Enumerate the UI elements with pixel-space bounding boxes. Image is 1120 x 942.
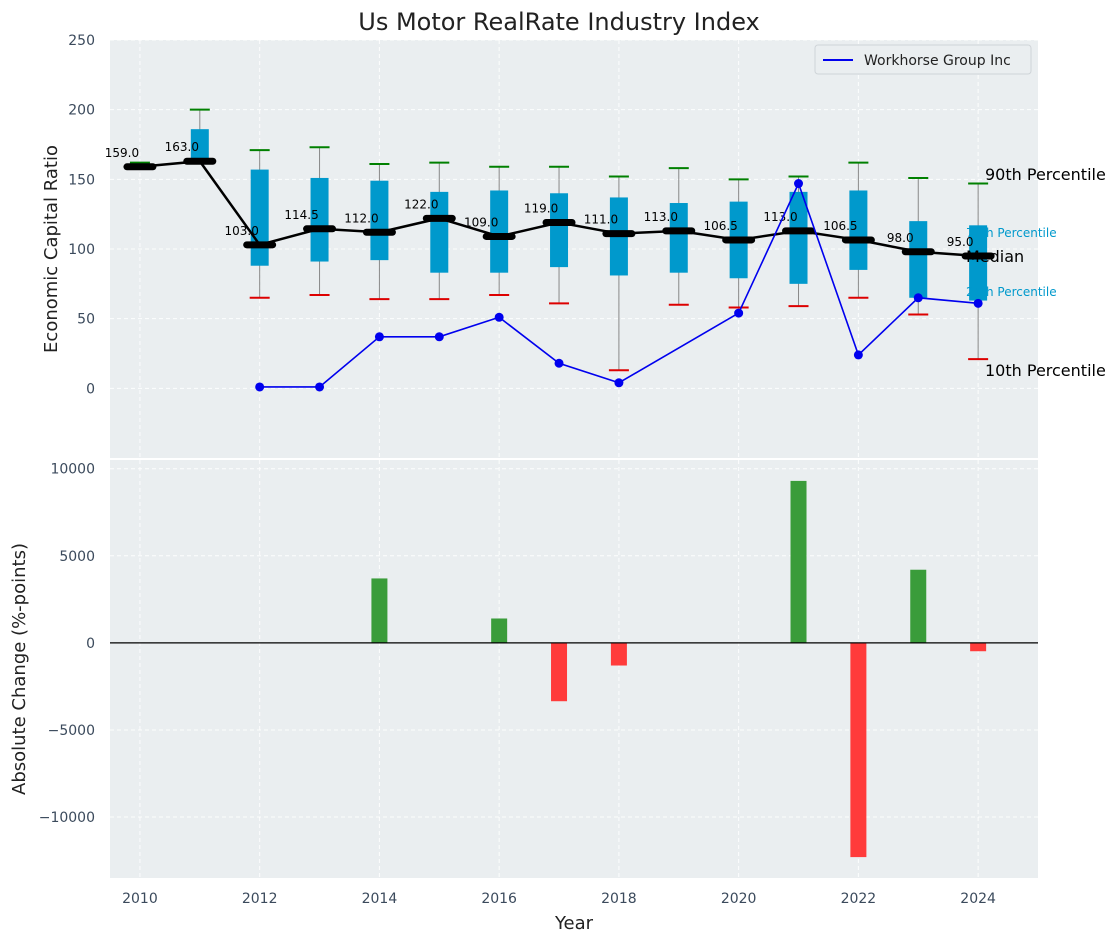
x-tick-label: 2018 — [601, 891, 637, 907]
company-point — [614, 378, 624, 388]
iqr-box — [250, 169, 269, 266]
annotation-median: Median — [966, 247, 1024, 266]
median-value-label: 113.0 — [763, 210, 797, 224]
iqr-box — [909, 221, 928, 298]
x-axis-title: Year — [554, 913, 594, 934]
company-point — [913, 293, 923, 303]
iqr-box — [550, 193, 569, 268]
change-bar — [790, 480, 807, 643]
legend-box — [814, 44, 1032, 75]
iqr-box — [310, 177, 329, 262]
median-value-label: 109.0 — [464, 215, 498, 229]
change-bar — [551, 642, 568, 702]
top-y-tick-label: 50 — [77, 312, 95, 328]
annotation-75th-percentile: 75th Percentile — [966, 226, 1057, 240]
median-value-label: 95.0 — [947, 235, 974, 249]
bottom-y-tick-label: −10000 — [39, 810, 95, 826]
iqr-box — [969, 225, 988, 301]
top-y-axis-title: Economic Capital Ratio — [41, 145, 62, 353]
bottom-y-tick-label: 5000 — [59, 549, 95, 565]
median-value-label: 119.0 — [524, 202, 558, 216]
median-value-label: 103.0 — [224, 224, 258, 238]
bottom-y-tick-label: −5000 — [48, 723, 95, 739]
x-tick-label: 2020 — [721, 891, 757, 907]
median-value-label: 159.0 — [105, 146, 139, 160]
iqr-box — [190, 129, 209, 163]
annotation-25th-percentile: 25th Percentile — [966, 285, 1057, 299]
iqr-box — [669, 203, 688, 273]
percentile-boxes — [129, 108, 989, 372]
bottom-y-tick-label: 10000 — [50, 462, 95, 478]
top-y-tick-label: 100 — [68, 242, 95, 258]
bottom-y-axis-title: Absolute Change (%-points) — [9, 543, 30, 795]
company-point — [494, 312, 504, 322]
company-line — [259, 181, 979, 388]
change-bar — [371, 578, 388, 643]
company-point — [255, 382, 265, 392]
bottom-y-tick-label: 0 — [86, 636, 95, 652]
percentile-annotations: 90th Percentile 75th Percentile Median 2… — [966, 165, 1106, 380]
x-tick-label: 2010 — [122, 891, 158, 907]
median-value-label: 122.0 — [404, 197, 438, 211]
company-point — [315, 382, 325, 392]
x-tick-label: 2012 — [242, 891, 278, 907]
change-bars — [371, 480, 987, 858]
top-y-tick-label: 200 — [68, 103, 95, 119]
chart-title: Us Motor RealRate Industry Index — [358, 8, 760, 36]
company-point — [374, 332, 384, 342]
x-tick-label: 2016 — [481, 891, 517, 907]
annotation-90th-percentile: 90th Percentile — [985, 165, 1106, 184]
x-tick-label: 2024 — [960, 891, 996, 907]
legend: Workhorse Group Inc — [814, 44, 1032, 75]
x-tick-label: 2022 — [841, 891, 877, 907]
change-bar — [491, 618, 508, 643]
median-value-label: 113.0 — [644, 210, 678, 224]
legend-label: Workhorse Group Inc — [864, 53, 1011, 69]
x-ticks: 2010 2012 2014 2016 2018 2020 2022 2024 — [122, 891, 996, 907]
median-value-label: 98.0 — [887, 231, 914, 245]
company-point — [853, 350, 863, 360]
company-series — [255, 179, 983, 392]
median-value-label: 114.5 — [284, 208, 318, 222]
iqr-box — [490, 190, 509, 273]
median-series: 159.0 163.0 103.0 114.5 112.0 122.0 109.0 119.0… — [105, 140, 995, 260]
annotation-10th-percentile: 10th Percentile — [985, 361, 1106, 380]
company-point — [434, 332, 444, 342]
iqr-box — [789, 191, 808, 284]
change-bar — [850, 642, 867, 858]
median-value-label: 163.0 — [165, 140, 199, 154]
company-point — [734, 308, 744, 318]
median-value-label: 106.5 — [703, 219, 737, 233]
top-y-tick-label: 150 — [68, 172, 95, 188]
bottom-panel-background — [110, 460, 1038, 878]
iqr-box — [849, 190, 868, 270]
top-y-tick-label: 0 — [86, 381, 95, 397]
top-y-tick-label: 250 — [68, 33, 95, 49]
company-point — [973, 298, 983, 308]
bottom-y-ticks: −10000 −5000 0 5000 10000 — [39, 462, 95, 826]
company-point — [554, 358, 564, 368]
company-point — [794, 179, 804, 189]
median-value-label: 106.5 — [823, 219, 857, 233]
iqr-box — [430, 191, 449, 273]
change-bar — [610, 642, 627, 666]
top-y-ticks: 0 50 100 150 200 250 — [68, 33, 95, 397]
median-value-label: 111.0 — [584, 213, 618, 227]
x-tick-label: 2014 — [362, 891, 398, 907]
change-bar — [970, 642, 987, 652]
iqr-box — [370, 180, 389, 261]
change-bar — [910, 569, 927, 643]
median-value-label: 112.0 — [344, 211, 378, 225]
